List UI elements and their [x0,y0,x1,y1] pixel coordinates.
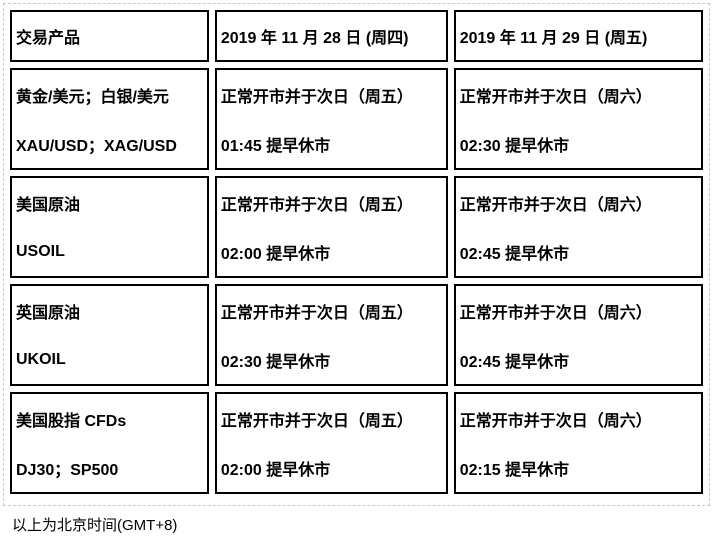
product-symbols: UKOIL [16,350,66,368]
schedule-close-text: 02:00 提早休市 [220,245,331,263]
product-symbols: DJ30；SP500 [16,461,119,479]
schedule-open-text: 正常开市并于次日（周五） [220,412,413,430]
col-header-nov29: 2019 年 11 月 29 日 (周五) [453,10,703,62]
cell-fri-schedule: 正常开市并于次日（周六） 02:45 提早休市 [453,284,703,386]
trading-hours-table: 交易产品 2019 年 11 月 28 日 (周四) 2019 年 11 月 2… [4,4,709,500]
cell-product: 英国原油 UKOIL [10,284,209,386]
product-name: 英国原油 [16,304,81,322]
schedule-open-text: 正常开市并于次日（周六） [459,88,652,106]
cell-fri-schedule: 正常开市并于次日（周六） 02:45 提早休市 [453,176,703,278]
cell-product: 美国原油 USOIL [10,176,209,278]
schedule-open-text: 正常开市并于次日（周六） [459,412,652,430]
schedule-open-text: 正常开市并于次日（周六） [459,304,652,322]
cell-thu-schedule: 正常开市并于次日（周五） 02:30 提早休市 [214,284,448,386]
table-row: 英国原油 UKOIL 正常开市并于次日（周五） 02:30 提早休市 正常开市并… [10,284,703,386]
table-frame: 交易产品 2019 年 11 月 28 日 (周四) 2019 年 11 月 2… [3,3,710,506]
cell-product: 黄金/美元；白银/美元 XAU/USD；XAG/USD [10,68,209,170]
cell-fri-schedule: 正常开市并于次日（周六） 02:30 提早休市 [453,68,703,170]
timezone-note: 以上为北京时间(GMT+8) [12,517,178,534]
schedule-close-text: 02:15 提早休市 [459,461,570,479]
schedule-open-text: 正常开市并于次日（周五） [220,304,413,322]
schedule-close-text: 01:45 提早休市 [220,137,331,155]
cell-thu-schedule: 正常开市并于次日（周五） 02:00 提早休市 [214,176,448,278]
schedule-open-text: 正常开市并于次日（周五） [220,88,413,106]
cell-thu-schedule: 正常开市并于次日（周五） 02:00 提早休市 [214,392,448,494]
schedule-close-text: 02:30 提早休市 [459,137,570,155]
schedule-open-text: 正常开市并于次日（周五） [220,196,413,214]
schedule-close-text: 02:45 提早休市 [459,245,570,263]
cell-fri-schedule: 正常开市并于次日（周六） 02:15 提早休市 [453,392,703,494]
header-row: 交易产品 2019 年 11 月 28 日 (周四) 2019 年 11 月 2… [10,10,703,62]
table-row: 美国原油 USOIL 正常开市并于次日（周五） 02:00 提早休市 正常开市并… [10,176,703,278]
cell-product: 美国股指 CFDs DJ30；SP500 [10,392,209,494]
product-name: 黄金/美元；白银/美元 [16,88,169,106]
cell-thu-schedule: 正常开市并于次日（周五） 01:45 提早休市 [214,68,448,170]
col-header-nov28: 2019 年 11 月 28 日 (周四) [214,10,448,62]
product-symbols: USOIL [16,242,65,260]
schedule-close-text: 02:00 提早休市 [220,461,331,479]
product-name: 美国股指 CFDs [16,412,127,430]
table-row: 美国股指 CFDs DJ30；SP500 正常开市并于次日（周五） 02:00 … [10,392,703,494]
product-symbols: XAU/USD；XAG/USD [16,137,177,155]
col-header-product: 交易产品 [10,10,209,62]
product-name: 美国原油 [16,196,81,214]
schedule-open-text: 正常开市并于次日（周六） [459,196,652,214]
schedule-close-text: 02:45 提早休市 [459,353,570,371]
table-row: 黄金/美元；白银/美元 XAU/USD；XAG/USD 正常开市并于次日（周五）… [10,68,703,170]
schedule-close-text: 02:30 提早休市 [220,353,331,371]
